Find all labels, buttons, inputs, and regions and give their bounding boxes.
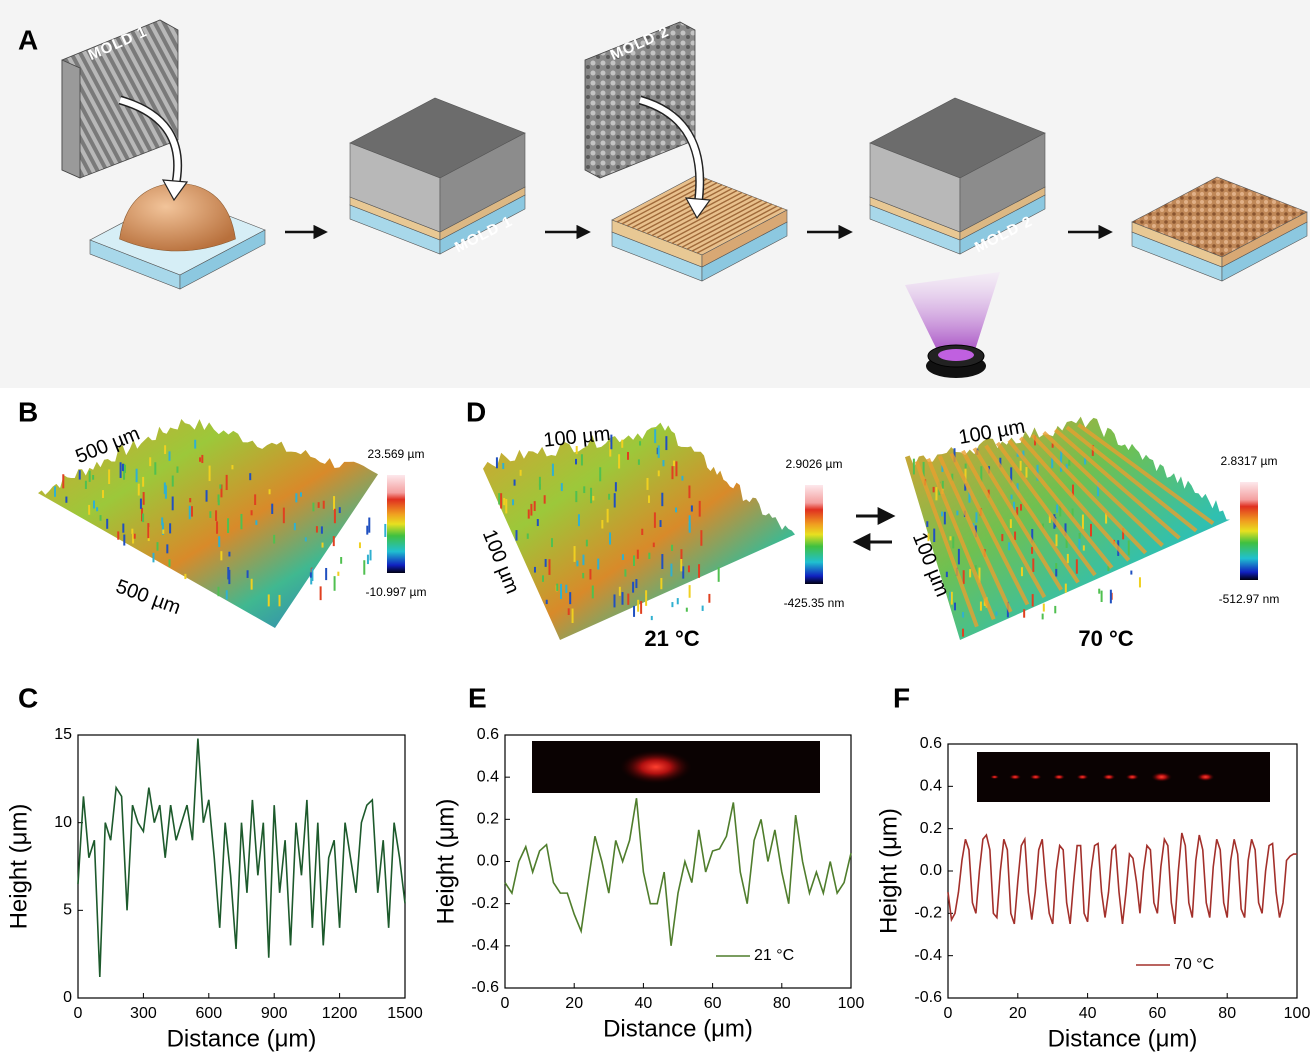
x-axis-title: Distance (μm) [1048,1025,1198,1052]
y-tick-label: -0.4 [471,937,499,954]
panel-label: F [893,682,910,713]
y-tick-label: -0.2 [471,895,499,912]
scale-label: 500 µm [113,576,184,620]
x-axis-title: Distance (μm) [603,1015,753,1042]
diffraction-spot [990,775,999,779]
uv-lamp-glow [938,349,974,361]
colorbar [387,475,405,573]
y-tick-label: 0.2 [920,820,942,837]
y-tick-label: -0.2 [914,905,942,922]
colorbar-max: 2.9026 µm [786,457,843,471]
legend-label: 21 °C [754,947,794,964]
y-tick-label: 0.4 [920,778,942,795]
diffraction-spot [1053,774,1065,780]
x-tick-label: 100 [838,995,865,1012]
data-line [505,798,851,946]
diffraction-spot [1030,774,1042,780]
diffraction-spot [620,750,692,784]
y-axis-title: Height (μm) [432,799,459,925]
diffraction-spot [1102,774,1115,780]
data-line [948,833,1297,924]
y-tick-label: -0.6 [471,979,499,996]
y-tick-label: 0.4 [477,768,499,785]
y-tick-label: 15 [54,726,72,743]
panel-label: A [18,24,38,55]
panel-label: C [18,682,38,713]
temperature: 21 °C [644,626,699,651]
y-axis-title: Height (μm) [5,804,32,930]
diffraction-spot [1126,774,1139,780]
diffraction-spot [1197,773,1215,781]
colorbar-min: -512.97 nm [1219,592,1280,606]
panel-label: B [18,396,38,427]
x-tick-label: 80 [773,995,791,1012]
y-tick-label: 0 [63,989,72,1006]
y-tick-label: 0.6 [477,726,499,743]
diffraction-spot [1009,774,1021,780]
x-tick-label: 300 [130,1005,157,1022]
surface-plots: 23.569 µm -10.997 µm 2.9026 µm -425.35 nm 2.… [38,416,1279,651]
data-line [78,739,405,977]
y-tick-label: 0.0 [477,853,499,870]
colorbar [1240,482,1258,580]
colorbar-max: 23.569 µm [368,447,425,461]
y-tick-label: 0.6 [920,735,942,752]
colorbar-min: -425.35 nm [784,596,845,610]
y-tick-label: 10 [54,814,72,831]
figure: MOLD 1MOLD 1MOLD 2MOLD 2 23.569 µm-10.99… [0,0,1310,1052]
mold-1-edge [62,60,80,178]
x-tick-label: 40 [1079,1005,1097,1022]
x-axis-title: Distance (μm) [167,1025,317,1052]
colorbar-max: 2.8317 µm [1221,454,1278,468]
x-tick-label: 100 [1284,1005,1310,1022]
legend-label: 70 °C [1174,956,1214,973]
x-tick-label: 20 [565,995,583,1012]
x-tick-label: 1200 [322,1005,358,1022]
diffraction-spot [1076,774,1088,780]
x-tick-label: 600 [195,1005,222,1022]
plot-frame [78,735,405,998]
x-tick-label: 20 [1009,1005,1027,1022]
x-tick-label: 60 [704,995,722,1012]
x-tick-label: 0 [944,1005,953,1022]
x-tick-label: 1500 [387,1005,423,1022]
y-tick-label: -0.4 [914,947,942,964]
panel-label: E [468,682,487,713]
colorbar-min: -10.997 µm [366,585,427,599]
temperature: 70 °C [1078,626,1133,651]
x-tick-label: 900 [261,1005,288,1022]
x-tick-label: 40 [635,995,653,1012]
y-tick-label: 0.2 [477,811,499,828]
y-tick-label: 5 [63,902,72,919]
panel-label: D [466,396,486,427]
y-axis-title: Height (μm) [875,808,902,934]
y-tick-label: 0.0 [920,862,942,879]
x-tick-label: 60 [1149,1005,1167,1022]
y-tick-label: -0.6 [914,989,942,1006]
x-tick-label: 0 [501,995,510,1012]
colorbar [805,485,823,584]
x-tick-label: 80 [1218,1005,1236,1022]
x-tick-label: 0 [74,1005,83,1022]
diffraction-spot [1151,772,1172,782]
